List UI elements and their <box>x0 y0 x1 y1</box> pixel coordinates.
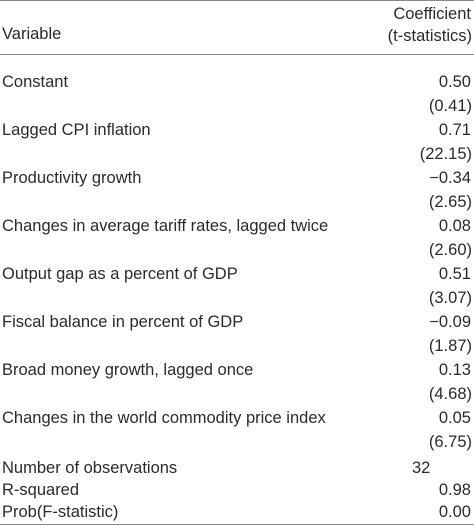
stat-value: 32 <box>412 459 431 477</box>
variable-label: Constant <box>2 73 69 91</box>
table-row: (1.87) <box>0 334 474 358</box>
coefficient-value: 0.13 <box>438 361 471 379</box>
tstat-value: (0.41) <box>428 97 472 115</box>
coefficient-value: 0.50 <box>438 73 471 91</box>
table-row: Broad money growth, lagged once 0.13 <box>0 358 474 382</box>
bottom-rule <box>0 524 474 525</box>
coefficient-value: −0.34 <box>429 169 471 187</box>
tstat-value: (1.87) <box>428 337 472 355</box>
table-row: Constant 0.50 <box>0 70 474 94</box>
stat-row: Number of observations 32 <box>0 456 474 480</box>
header-variable: Variable <box>2 25 62 43</box>
tstat-value: (4.68) <box>428 385 472 403</box>
stat-label: R-squared <box>2 481 80 499</box>
header-coefficient: Coefficient <box>393 5 471 23</box>
coefficient-value: 0.51 <box>438 265 471 283</box>
table-row: Lagged CPI inflation 0.71 <box>0 118 474 142</box>
stat-label: Prob(F-statistic) <box>2 503 119 521</box>
table-row: (6.75) <box>0 430 474 454</box>
tstat-value: (2.60) <box>428 241 472 259</box>
variable-label: Productivity growth <box>2 169 142 187</box>
table-row: (2.65) <box>0 190 474 214</box>
coefficient-value: 0.08 <box>438 217 471 235</box>
stat-value: 0.98 <box>438 481 471 499</box>
variable-label: Broad money growth, lagged once <box>2 361 254 379</box>
tstat-value: (6.75) <box>428 433 472 451</box>
variable-label: Changes in average tariff rates, lagged … <box>2 217 329 235</box>
table-row: Changes in average tariff rates, lagged … <box>0 214 474 238</box>
variable-label: Fiscal balance in percent of GDP <box>2 313 244 331</box>
coefficient-value: 0.05 <box>438 409 471 427</box>
stat-row: Prob(F-statistic) 0.00 <box>0 500 474 524</box>
variable-label: Changes in the world commodity price ind… <box>2 409 326 427</box>
table-row: (0.41) <box>0 94 474 118</box>
table-row: Output gap as a percent of GDP 0.51 <box>0 262 474 286</box>
tstat-value: (3.07) <box>428 289 472 307</box>
header-rule <box>0 54 474 55</box>
stat-row: R-squared 0.98 <box>0 478 474 502</box>
tstat-value: (22.15) <box>419 145 472 163</box>
coefficient-value: 0.71 <box>438 121 471 139</box>
coefficient-value: −0.09 <box>429 313 471 331</box>
table-row: Productivity growth −0.34 <box>0 166 474 190</box>
table-row: (4.68) <box>0 382 474 406</box>
table-row: Fiscal balance in percent of GDP −0.09 <box>0 310 474 334</box>
table-row: (2.60) <box>0 238 474 262</box>
table-row: (22.15) <box>0 142 474 166</box>
header-tstat: (t-statistics) <box>387 27 472 45</box>
variable-label: Output gap as a percent of GDP <box>2 265 238 283</box>
top-rule <box>0 0 474 1</box>
stat-value: 0.00 <box>438 503 471 521</box>
table-row: (3.07) <box>0 286 474 310</box>
stat-label: Number of observations <box>2 459 178 477</box>
tstat-value: (2.65) <box>428 193 472 211</box>
variable-label: Lagged CPI inflation <box>2 121 151 139</box>
table-row: Changes in the world commodity price ind… <box>0 406 474 430</box>
